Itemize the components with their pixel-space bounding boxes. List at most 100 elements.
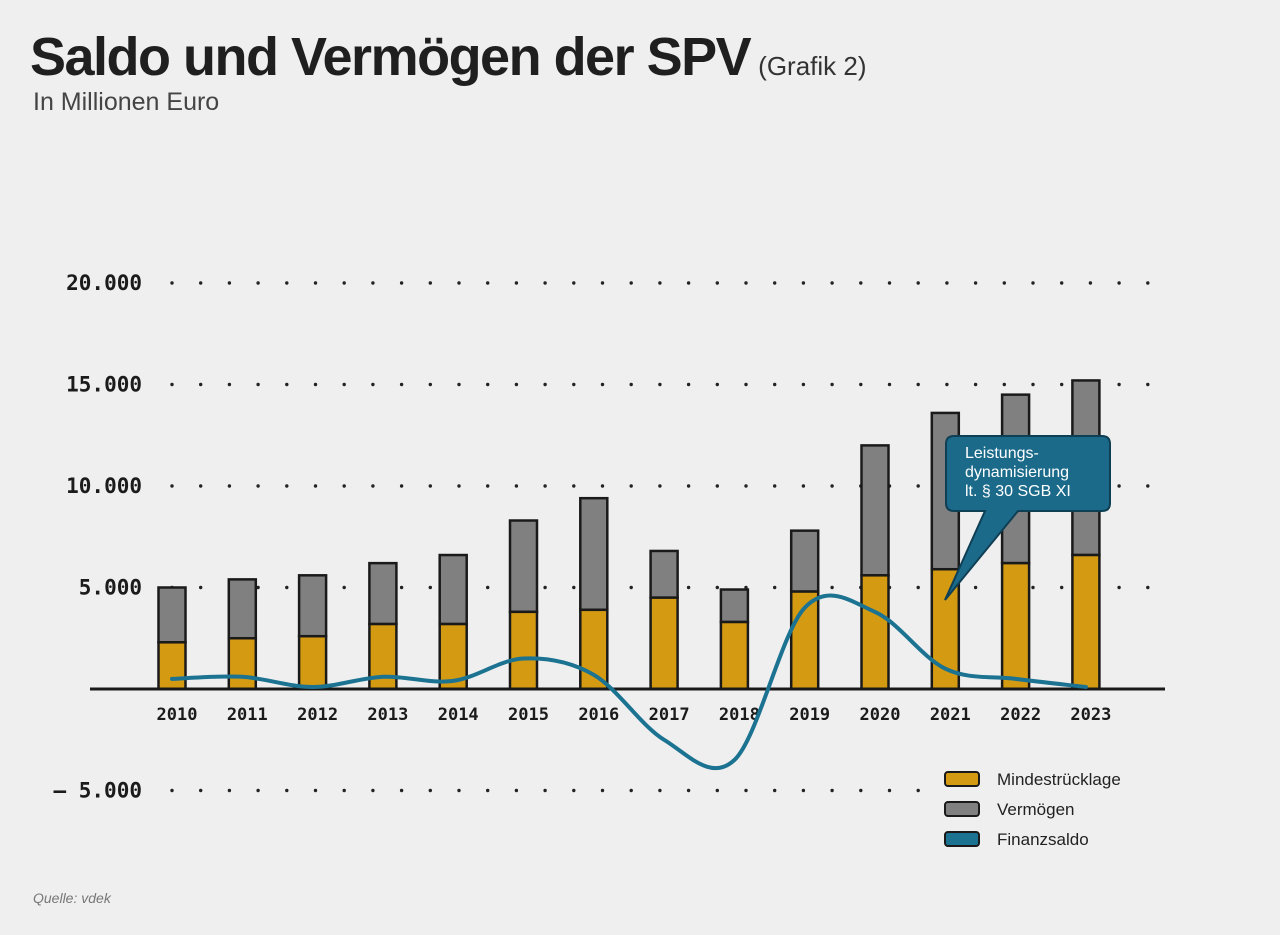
grid-dot	[629, 382, 633, 387]
grid-dot	[1117, 585, 1121, 590]
grid-dot	[1146, 585, 1150, 590]
grid-dot	[629, 585, 633, 590]
grid-dot	[973, 281, 978, 285]
grid-dot	[658, 484, 662, 488]
grid-dot	[342, 788, 346, 793]
legend-swatch	[944, 771, 980, 787]
grid-dot	[1002, 281, 1006, 285]
source-note: Quelle: vdek	[33, 890, 111, 906]
grid-dot	[486, 585, 490, 590]
grid-dot	[256, 281, 260, 285]
grid-dot	[371, 484, 375, 488]
bar-group-2016	[579, 496, 609, 691]
bar-mindestruecklage	[508, 610, 539, 691]
bar-vermoegen	[579, 496, 609, 612]
finanzsaldo-points	[171, 607, 1086, 761]
grid-dot	[1060, 281, 1064, 285]
grid-dot	[916, 382, 920, 387]
grid-row	[170, 281, 1150, 285]
grid-dot	[658, 281, 662, 285]
grid-dot	[715, 382, 719, 387]
legend-label: Finanzsaldo	[997, 830, 1089, 849]
bar-vermoegen	[297, 574, 328, 638]
grid-dot	[859, 382, 863, 387]
grid-dot	[170, 788, 174, 793]
bar-group-2018	[719, 588, 750, 691]
grid-dot	[457, 382, 461, 387]
bar-vermoegen	[649, 549, 679, 599]
bar-mindestruecklage	[649, 596, 679, 691]
grid-dot	[342, 281, 346, 285]
bar-group-2015	[508, 519, 539, 691]
y-tick-label: 10.000	[66, 474, 142, 498]
bar-vermoegen	[157, 586, 187, 644]
grid-dot	[399, 382, 404, 387]
grid-dot	[256, 788, 260, 793]
bar-mindestruecklage	[297, 634, 328, 691]
grid-dot	[457, 484, 461, 488]
grid-dot	[715, 484, 719, 488]
grid-dot	[600, 788, 605, 793]
bar-mindestruecklage	[789, 590, 820, 691]
grid-dot	[600, 281, 605, 285]
x-tick-label: 2021	[930, 705, 971, 725]
grid-dot	[744, 281, 748, 285]
bar-mindestruecklage	[860, 574, 890, 691]
grid-dot	[773, 484, 777, 488]
grid-dot	[313, 484, 318, 488]
chart-title: Saldo und Vermögen der SPV	[30, 27, 752, 87]
grid-dot	[543, 382, 547, 387]
grid-dot	[285, 382, 289, 387]
x-tick-label: 2017	[649, 705, 690, 725]
grid-dot	[1146, 382, 1150, 387]
grid-dot	[543, 484, 547, 488]
grid-dot	[428, 585, 432, 590]
grid-dot	[744, 382, 748, 387]
grid-dot	[600, 484, 605, 488]
grid-dot	[256, 382, 260, 387]
bar-group-2014	[438, 553, 468, 691]
grid-dot	[428, 382, 432, 387]
grid-row	[170, 788, 920, 793]
bar-group-2017	[649, 549, 679, 691]
x-tick-label: 2022	[1000, 705, 1041, 725]
grid-dot	[859, 281, 863, 285]
grid-dot	[1031, 585, 1035, 590]
callout-bubble	[944, 435, 1111, 601]
y-tick-label: – 5.000	[53, 779, 142, 803]
grid-dot	[830, 484, 834, 488]
grid-dot	[227, 788, 232, 793]
grid-dot	[227, 484, 232, 488]
grid-dot	[945, 382, 949, 387]
legend: Mindestrücklage Vermögen Finanzsaldo	[944, 770, 1121, 849]
grid-dot	[1031, 382, 1035, 387]
grid-dot	[543, 788, 547, 793]
bar-vermoegen	[227, 578, 258, 640]
grid-dot	[285, 484, 289, 488]
x-tick-label: 2015	[508, 705, 549, 725]
bar-mindestruecklage	[1071, 553, 1101, 691]
legend-item: Vermögen	[944, 800, 1075, 819]
y-tick-label: 5.000	[79, 576, 142, 600]
grid-dot	[1117, 281, 1121, 285]
grid-row	[170, 382, 1150, 387]
grid-dot	[572, 585, 576, 590]
legend-label: Vermögen	[997, 800, 1075, 819]
grid-dot	[686, 788, 691, 793]
legend-swatch	[944, 801, 980, 817]
x-tick-label: 2010	[157, 705, 198, 725]
chart-title-suffix: (Grafik 2)	[758, 51, 867, 81]
grid-dot	[887, 788, 892, 793]
grid-dot	[371, 281, 375, 285]
grid-dot	[744, 484, 748, 488]
grid-dot	[801, 382, 806, 387]
chart-title-row: Saldo und Vermögen der SPV (Grafik 2)	[30, 26, 867, 88]
grid-dot	[801, 484, 806, 488]
grid-dot	[686, 484, 691, 488]
legend-item: Mindestrücklage	[944, 770, 1121, 789]
bar-vermoegen	[438, 553, 468, 626]
grid-dot	[457, 281, 461, 285]
grid-dot	[256, 484, 260, 488]
grid-dot	[715, 585, 719, 590]
